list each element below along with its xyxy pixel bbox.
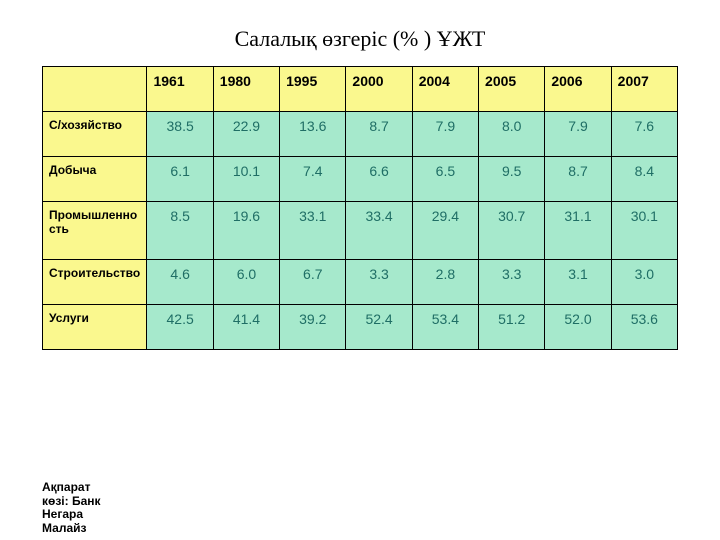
table-cell: 7.9 xyxy=(412,112,478,157)
table-row: Услуги42.541.439.252.453.451.252.053.6 xyxy=(43,304,678,349)
table-cell: 8.0 xyxy=(479,112,545,157)
header-year: 1980 xyxy=(213,67,279,112)
table-cell: 41.4 xyxy=(213,304,279,349)
table-cell: 51.2 xyxy=(479,304,545,349)
table-cell: 8.4 xyxy=(611,157,677,202)
table-cell: 6.0 xyxy=(213,259,279,304)
table-cell: 33.4 xyxy=(346,202,412,260)
footer-note: Ақпарат көзі: Банк Негара Малайз xyxy=(42,481,112,536)
header-year: 2000 xyxy=(346,67,412,112)
table-row: С/хозяйство38.522.913.68.77.98.07.97.6 xyxy=(43,112,678,157)
table-cell: 29.4 xyxy=(412,202,478,260)
table-row: Строительство4.66.06.73.32.83.33.13.0 xyxy=(43,259,678,304)
table-cell: 3.0 xyxy=(611,259,677,304)
header-corner xyxy=(43,67,147,112)
table-cell: 3.1 xyxy=(545,259,611,304)
table-cell: 7.6 xyxy=(611,112,677,157)
table-cell: 42.5 xyxy=(147,304,213,349)
table-cell: 30.1 xyxy=(611,202,677,260)
table-cell: 7.4 xyxy=(280,157,346,202)
data-table: 1961 1980 1995 2000 2004 2005 2006 2007 … xyxy=(42,66,678,350)
table-cell: 38.5 xyxy=(147,112,213,157)
table-cell: 6.5 xyxy=(412,157,478,202)
row-label: Добыча xyxy=(43,157,147,202)
table-row: Добыча6.110.17.46.66.59.58.78.4 xyxy=(43,157,678,202)
row-label: Промышленность xyxy=(43,202,147,260)
table-cell: 53.6 xyxy=(611,304,677,349)
table-cell: 53.4 xyxy=(412,304,478,349)
table-cell: 7.9 xyxy=(545,112,611,157)
table-cell: 8.5 xyxy=(147,202,213,260)
table-cell: 6.1 xyxy=(147,157,213,202)
row-label: Услуги xyxy=(43,304,147,349)
table-header-row: 1961 1980 1995 2000 2004 2005 2006 2007 xyxy=(43,67,678,112)
page-title: Салалық өзгеріс (% ) ҰЖТ xyxy=(0,0,720,66)
table-cell: 6.7 xyxy=(280,259,346,304)
slide: Салалық өзгеріс (% ) ҰЖТ 1961 1980 1995 … xyxy=(0,0,720,540)
data-table-wrap: 1961 1980 1995 2000 2004 2005 2006 2007 … xyxy=(42,66,678,350)
table-cell: 33.1 xyxy=(280,202,346,260)
header-year: 2005 xyxy=(479,67,545,112)
table-cell: 2.8 xyxy=(412,259,478,304)
table-cell: 6.6 xyxy=(346,157,412,202)
table-cell: 8.7 xyxy=(346,112,412,157)
table-cell: 3.3 xyxy=(346,259,412,304)
table-cell: 52.4 xyxy=(346,304,412,349)
header-year: 2004 xyxy=(412,67,478,112)
table-row: Промышленность8.519.633.133.429.430.731.… xyxy=(43,202,678,260)
table-cell: 4.6 xyxy=(147,259,213,304)
table-cell: 39.2 xyxy=(280,304,346,349)
table-cell: 31.1 xyxy=(545,202,611,260)
header-year: 1961 xyxy=(147,67,213,112)
table-cell: 19.6 xyxy=(213,202,279,260)
table-cell: 30.7 xyxy=(479,202,545,260)
table-cell: 10.1 xyxy=(213,157,279,202)
header-year: 2007 xyxy=(611,67,677,112)
row-label: С/хозяйство xyxy=(43,112,147,157)
table-cell: 8.7 xyxy=(545,157,611,202)
header-year: 2006 xyxy=(545,67,611,112)
table-body: С/хозяйство38.522.913.68.77.98.07.97.6До… xyxy=(43,112,678,350)
table-cell: 9.5 xyxy=(479,157,545,202)
table-cell: 52.0 xyxy=(545,304,611,349)
table-cell: 3.3 xyxy=(479,259,545,304)
row-label: Строительство xyxy=(43,259,147,304)
table-cell: 22.9 xyxy=(213,112,279,157)
header-year: 1995 xyxy=(280,67,346,112)
table-cell: 13.6 xyxy=(280,112,346,157)
